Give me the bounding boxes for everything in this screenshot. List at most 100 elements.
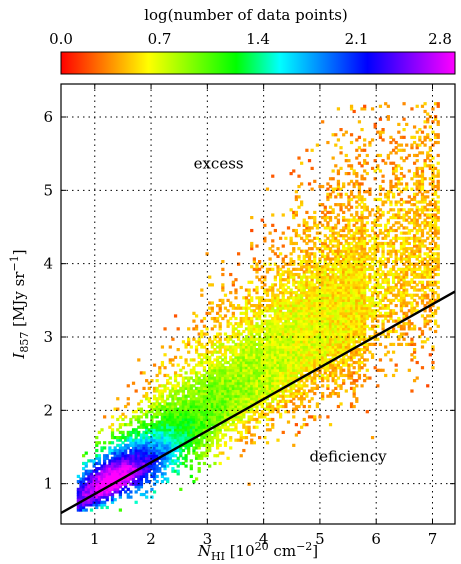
density-cell: [323, 304, 327, 308]
density-cell: [250, 298, 254, 303]
density-cell: [95, 469, 99, 473]
density-cell: [215, 417, 220, 422]
density-cell: [92, 498, 96, 502]
density-cell: [242, 397, 246, 401]
density-cell: [273, 366, 277, 370]
density-cell: [155, 389, 159, 393]
density-cell: [344, 345, 348, 349]
density-cell: [307, 316, 312, 321]
density-cell: [234, 428, 238, 432]
density-cell: [103, 415, 107, 419]
density-cell: [363, 304, 367, 308]
density-cell: [213, 407, 217, 411]
density-cell: [368, 304, 372, 308]
density-cell: [221, 353, 225, 357]
density-cell: [349, 247, 354, 251]
density-cell: [197, 397, 201, 401]
density-cell: [147, 464, 151, 468]
density-cell: [300, 335, 304, 339]
density-cell: [118, 451, 123, 455]
density-cell: [289, 345, 293, 349]
density-cell: [391, 327, 396, 331]
density-cell: [331, 249, 335, 253]
density-cell: [250, 353, 254, 357]
density-cell: [181, 397, 186, 401]
density-cell: [189, 417, 193, 422]
density-cell: [142, 430, 146, 435]
density-cell: [352, 218, 356, 222]
density-cell: [116, 467, 120, 471]
density-cell: [263, 363, 267, 367]
density-cell: [297, 348, 301, 352]
density-cell: [302, 239, 306, 243]
density-cell: [365, 345, 369, 349]
density-cell: [313, 363, 317, 367]
density-cell: [244, 348, 249, 352]
density-cell: [260, 412, 264, 416]
density-cell: [95, 436, 99, 440]
density-cell: [294, 306, 298, 310]
density-cell: [197, 394, 201, 398]
density-cell: [247, 376, 251, 380]
density-cell: [137, 402, 141, 406]
density-cell: [357, 231, 362, 235]
density-cell: [234, 389, 238, 393]
density-cell: [339, 265, 343, 269]
density-cell: [265, 335, 270, 339]
density-cell: [279, 304, 283, 308]
density-cell: [373, 337, 377, 341]
density-cell: [357, 135, 362, 139]
density-cell: [339, 298, 343, 303]
density-cell: [226, 384, 230, 388]
density-cell: [181, 402, 186, 406]
density-cell: [229, 399, 233, 403]
density-cell: [328, 319, 333, 323]
density-cell: [276, 376, 280, 380]
density-cell: [323, 293, 327, 297]
density-cell: [334, 288, 338, 292]
density-cell: [255, 244, 259, 248]
density-cell: [231, 410, 235, 414]
density-cell: [352, 262, 356, 266]
density-cell: [321, 311, 325, 315]
density-cell: [321, 275, 325, 279]
density-cell: [118, 467, 123, 471]
density-cell: [294, 285, 298, 290]
density-cell: [334, 335, 338, 339]
density-cell: [82, 472, 86, 476]
density-cell: [200, 381, 204, 385]
density-cell: [318, 360, 322, 365]
density-cell: [352, 280, 356, 284]
density-cell: [265, 381, 270, 385]
density-cell: [394, 329, 398, 334]
density-cell: [163, 472, 167, 476]
density-cell: [179, 417, 183, 422]
density-cell: [305, 311, 309, 315]
density-cell: [307, 329, 312, 334]
density-cell: [244, 304, 249, 308]
density-cell: [292, 415, 296, 419]
density-cell: [370, 298, 375, 303]
density-cell: [313, 355, 317, 359]
density-cell: [363, 247, 367, 251]
density-cell: [271, 342, 275, 347]
density-cell: [194, 441, 199, 445]
density-cell: [239, 412, 243, 416]
density-cell: [349, 314, 354, 318]
density-cell: [313, 301, 317, 305]
density-cell: [250, 340, 254, 344]
density-cell: [260, 265, 264, 269]
density-cell: [226, 360, 230, 365]
density-cell: [363, 301, 367, 305]
density-cell: [247, 366, 251, 370]
density-cell: [289, 272, 293, 277]
density-cell: [349, 304, 354, 308]
density-cell: [300, 394, 304, 398]
density-cell: [307, 350, 312, 354]
density-cell: [365, 190, 369, 194]
density-cell: [82, 461, 86, 466]
density-cell: [145, 480, 149, 484]
density-cell: [258, 363, 262, 367]
density-cell: [244, 394, 249, 398]
density-cell: [226, 456, 230, 460]
